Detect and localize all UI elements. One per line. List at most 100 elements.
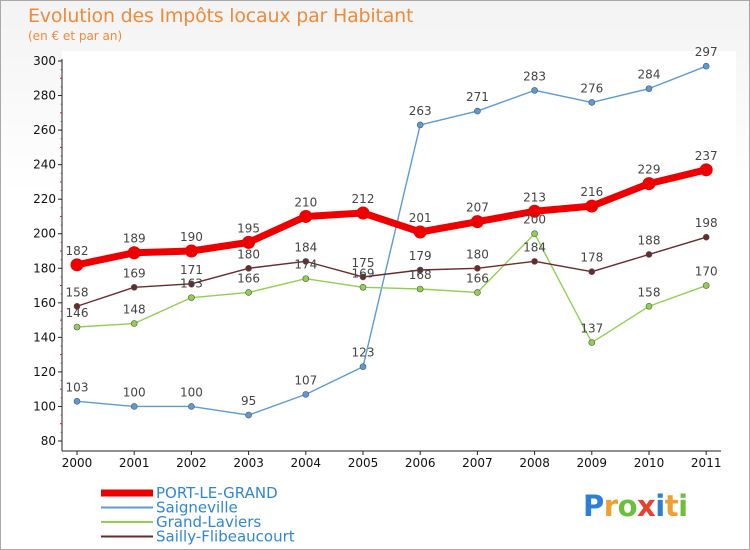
data-point xyxy=(645,302,653,310)
data-label: 137 xyxy=(580,322,603,336)
data-point xyxy=(73,323,81,331)
x-tick-label: 2003 xyxy=(233,456,264,470)
y-minor-dot xyxy=(60,86,62,88)
y-tick-label: 160 xyxy=(33,296,56,310)
data-label: 212 xyxy=(352,192,375,206)
x-tick-label: 2008 xyxy=(519,456,550,470)
data-point xyxy=(416,121,424,129)
data-label: 174 xyxy=(294,258,317,272)
y-tick-label: 220 xyxy=(33,192,56,206)
y-minor-dot xyxy=(60,103,62,105)
data-point xyxy=(73,397,81,405)
data-label: 184 xyxy=(294,240,317,254)
x-tick-label: 2011 xyxy=(691,456,722,470)
data-point xyxy=(528,204,542,218)
data-label: 216 xyxy=(580,185,603,199)
data-label: 107 xyxy=(294,373,317,387)
data-point xyxy=(699,163,713,177)
data-point xyxy=(302,275,310,282)
logo-letter: o xyxy=(617,489,638,523)
y-tick-label: 240 xyxy=(33,158,56,172)
y-minor-dot xyxy=(60,190,62,192)
y-minor-tick xyxy=(60,319,62,321)
data-label: 297 xyxy=(695,45,718,59)
legend-label: Grand-Laviers xyxy=(156,513,261,531)
data-label: 146 xyxy=(66,306,89,320)
x-tick-label: 2001 xyxy=(119,456,150,470)
y-minor-tick xyxy=(60,423,62,425)
logo-letter: i xyxy=(678,489,688,523)
x-tick-label: 2005 xyxy=(348,456,379,470)
data-label: 95 xyxy=(241,394,256,408)
data-point xyxy=(645,85,653,92)
y-minor-tick xyxy=(60,250,62,252)
data-label: 158 xyxy=(66,285,89,299)
data-point xyxy=(474,289,481,296)
y-tick-label: 120 xyxy=(33,365,56,379)
data-point xyxy=(242,235,256,249)
chart-title: Evolution des Impôts locaux par Habitant xyxy=(28,5,414,27)
data-label: 100 xyxy=(123,385,146,399)
data-label: 166 xyxy=(466,271,489,285)
data-point xyxy=(702,62,710,70)
data-point xyxy=(245,289,252,296)
data-label: 190 xyxy=(180,230,203,244)
data-label: 200 xyxy=(523,213,546,227)
data-point xyxy=(588,268,596,276)
y-minor-dot xyxy=(60,172,62,174)
data-label: 175 xyxy=(352,256,375,270)
x-tick-label: 2000 xyxy=(62,456,93,470)
data-point xyxy=(645,251,653,258)
y-minor-tick xyxy=(60,354,62,356)
data-point xyxy=(356,206,370,220)
data-point xyxy=(73,302,81,310)
data-label: 158 xyxy=(638,285,661,299)
y-minor-dot xyxy=(60,69,62,71)
data-label: 179 xyxy=(409,249,432,263)
x-tick-label: 2004 xyxy=(291,456,322,470)
logo-letter: P xyxy=(583,489,604,523)
data-point xyxy=(359,283,367,291)
data-point xyxy=(130,320,138,327)
y-minor-tick xyxy=(60,215,62,217)
data-label: 189 xyxy=(123,232,146,246)
y-tick-label: 80 xyxy=(41,434,56,448)
data-label: 210 xyxy=(294,195,317,209)
data-point xyxy=(359,363,367,371)
y-minor-dot xyxy=(60,397,62,399)
series-line-sailly-flibeaucourt xyxy=(76,236,707,307)
data-label: 100 xyxy=(180,385,203,399)
data-label: 184 xyxy=(523,240,546,254)
data-point xyxy=(130,403,138,410)
logo-letter: i xyxy=(655,489,665,523)
y-minor-dot xyxy=(60,362,62,364)
y-minor-dot xyxy=(60,310,62,312)
legend-label: Saigneville xyxy=(156,499,238,517)
y-minor-tick xyxy=(60,112,62,114)
data-point xyxy=(416,266,424,274)
data-point xyxy=(531,87,538,94)
y-minor-dot xyxy=(60,241,62,243)
y-minor-dot xyxy=(60,224,62,226)
data-label: 284 xyxy=(638,68,661,82)
data-point xyxy=(127,246,141,260)
series-line-port-le-grand xyxy=(76,166,708,269)
data-point xyxy=(470,215,484,229)
data-point xyxy=(416,285,424,293)
y-minor-tick xyxy=(60,285,62,287)
data-label: 169 xyxy=(352,266,375,280)
x-tick-label: 2009 xyxy=(577,456,608,470)
data-label: 123 xyxy=(352,346,375,360)
x-tick-label: 2007 xyxy=(462,456,493,470)
y-tick-label: 140 xyxy=(33,330,56,344)
data-point xyxy=(188,403,195,410)
y-minor-tick xyxy=(60,388,62,390)
data-point xyxy=(245,411,252,419)
x-tick-label: 2010 xyxy=(634,456,665,470)
data-point xyxy=(359,273,367,281)
data-point xyxy=(188,294,195,301)
data-point xyxy=(702,233,710,241)
data-point xyxy=(531,230,538,238)
data-label: 276 xyxy=(580,81,603,95)
data-label: 103 xyxy=(66,380,89,394)
